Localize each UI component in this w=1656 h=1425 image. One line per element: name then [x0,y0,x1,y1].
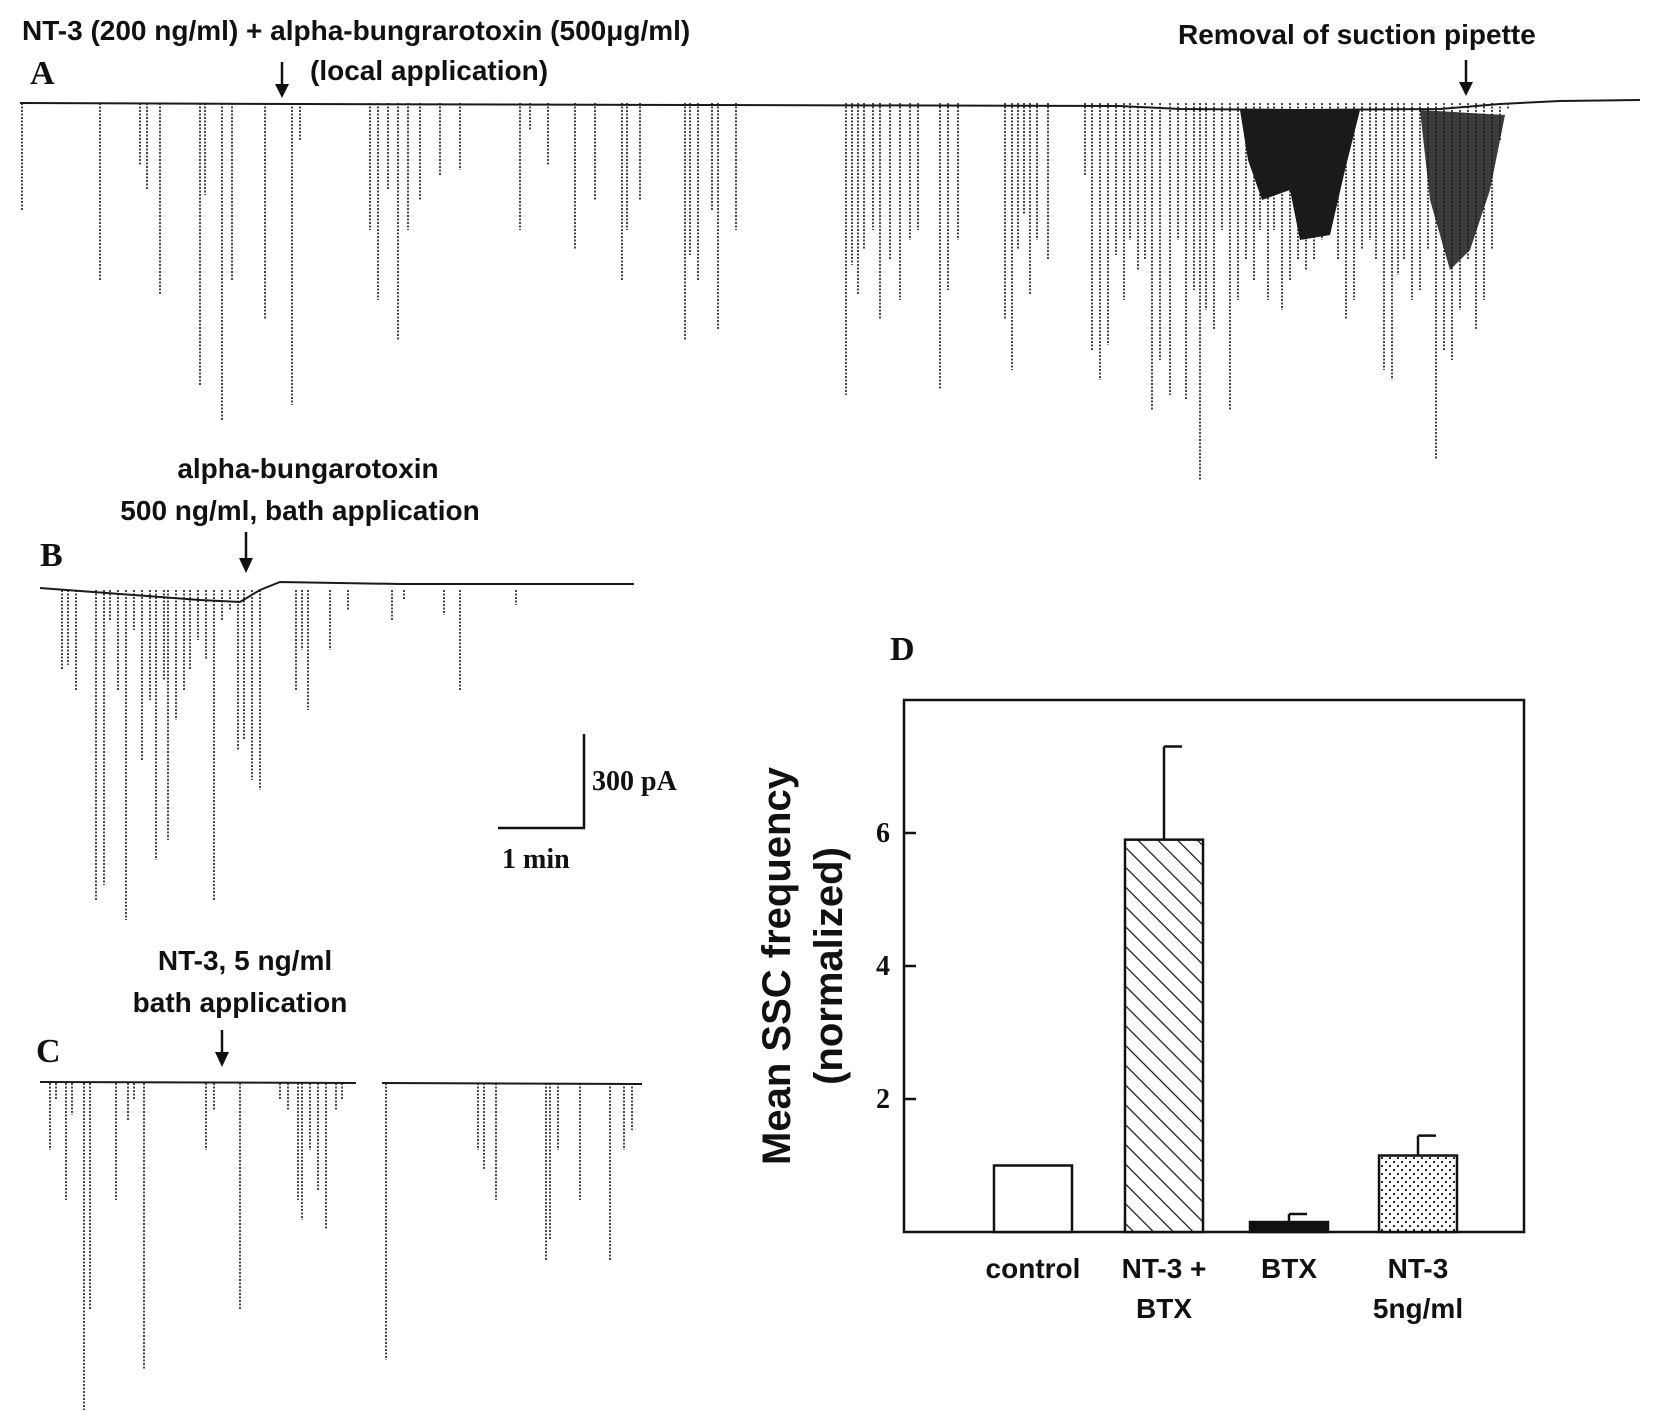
bar-1 [992,1164,1074,1234]
panel-d-x-axis: control NT-3 + BTX BTX NT-3 5ng/ml [986,1253,1464,1324]
y-tick-label: 2 [876,1084,890,1115]
y-tick-label: 4 [876,951,890,982]
panel-a-removal-arrow [1459,60,1473,96]
panel-a-removal-label: Removal of suction pipette [1178,19,1536,50]
panel-a-dense-burst [1240,110,1505,270]
x-category-label: NT-3 [1388,1253,1449,1284]
panel-a-letter: A [30,55,55,92]
panel-c-baseline-left [39,1081,357,1084]
panel-b-arrow [239,532,253,573]
x-category-label: NT-3 + [1122,1253,1207,1284]
panel-b: alpha-bungarotoxin 500 ng/ml, bath appli… [39,453,634,920]
bar-4 [1377,1154,1459,1234]
panel-c-spikes [49,1083,633,1410]
x-category-label: 5ng/ml [1373,1293,1463,1324]
panel-d-bars [992,745,1459,1234]
panel-a: A NT-3 (200 ng/ml) + alpha-bungrarotoxin… [19,15,1641,480]
x-category-label: BTX [1261,1253,1317,1284]
panel-d-ylabel-line2: (normalized) [807,847,851,1085]
panel-b-label-line1: alpha-bungarotoxin [177,453,438,484]
x-category-label: BTX [1136,1293,1192,1324]
panel-c: NT-3, 5 ng/ml bath application C [36,945,643,1410]
y-tick-label: 6 [876,818,890,849]
panel-b-spikes [61,590,517,920]
panel-a-label-line1: NT-3 (200 ng/ml) + alpha-bungrarotoxin (… [22,15,690,46]
panel-a-application-arrow [275,62,289,98]
panel-b-baseline [39,580,634,604]
panel-a-baseline [19,99,1641,112]
panel-d-y-axis: 2 4 6 [876,818,916,1115]
panel-c-label-line1: NT-3, 5 ng/ml [158,945,332,976]
scale-bar-horizontal-label: 1 min [502,844,570,875]
panel-c-arrow [215,1030,229,1067]
panel-d: D Mean SSC frequency (normalized) 2 4 6 co… [755,631,1526,1324]
panel-d-plot-frame [902,698,1526,1234]
bar-3 [1248,1220,1330,1234]
scale-bar-vertical-label: 300 pA [592,766,678,797]
scale-bar: 300 pA 1 min [498,734,678,875]
x-category-label: control [986,1253,1081,1284]
panel-a-label-line2: (local application) [310,55,548,86]
bar-2 [1123,838,1205,1234]
panel-b-letter: B [40,537,63,574]
panel-d-letter: D [890,631,915,668]
panel-c-label-line2: bath application [133,987,348,1018]
panel-b-label-line2: 500 ng/ml, bath application [120,495,479,526]
scale-bar-lines [498,734,586,830]
panel-c-letter: C [36,1033,61,1070]
panel-d-ylabel-line1: Mean SSC frequency [755,766,799,1165]
panel-c-baseline-right [381,1082,643,1085]
